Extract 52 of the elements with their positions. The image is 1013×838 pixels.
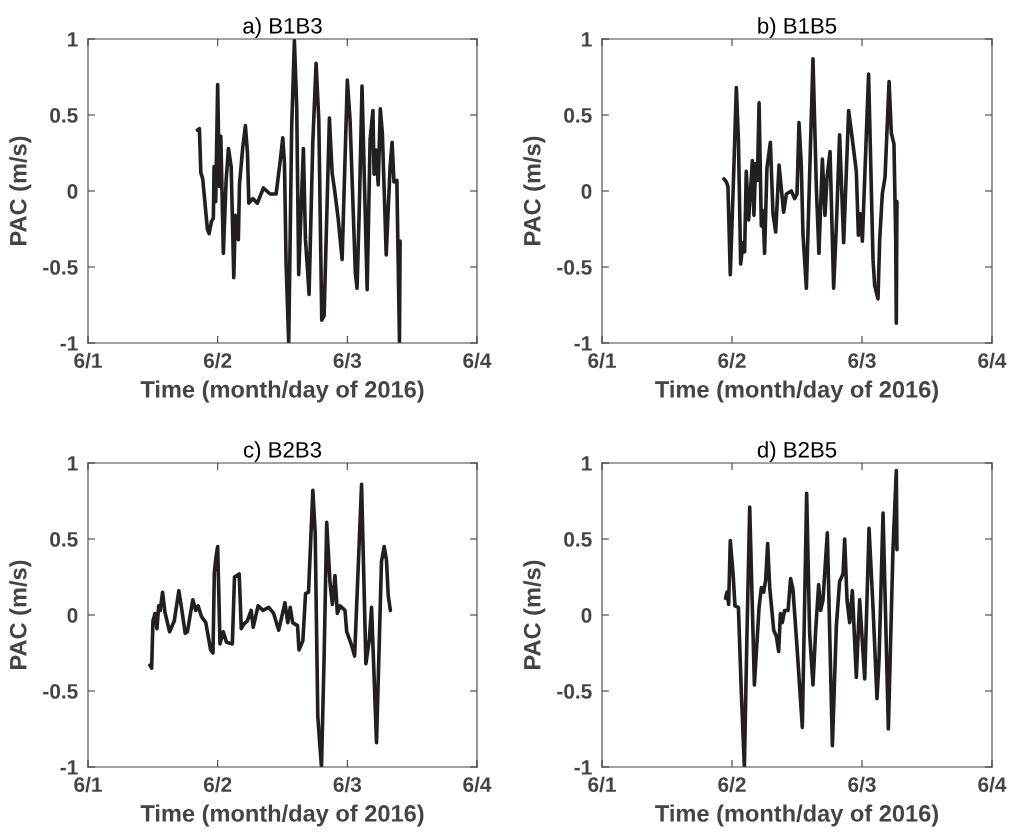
- x-axis-title: Time (month/day of 2016): [140, 380, 424, 403]
- y-tick-label: 0.5: [564, 108, 592, 123]
- y-tick-label: -0.5: [557, 260, 592, 275]
- line-series: [195, 39, 402, 343]
- x-tick-label: 6/4: [978, 352, 1007, 369]
- y-tick-label: -1: [60, 336, 78, 351]
- x-tick-label: 6/3: [333, 352, 362, 369]
- line-series: [723, 468, 899, 767]
- x-tick-label: 6/1: [588, 352, 616, 369]
- y-axis-title: PAC (m/s): [9, 136, 32, 245]
- x-axis-title: Time (month/day of 2016): [655, 804, 938, 827]
- y-tick-label: 0.5: [50, 532, 78, 547]
- line-series: [148, 482, 393, 767]
- x-tick-label: 6/4: [978, 776, 1007, 793]
- x-tick-label: 6/4: [463, 352, 492, 369]
- y-tick-label: 1: [68, 456, 78, 471]
- y-axis-title: PAC (m/s): [523, 560, 546, 669]
- y-tick-label: -1: [60, 760, 78, 775]
- y-tick-label: 1: [582, 32, 592, 47]
- y-axis-title: PAC (m/s): [523, 136, 546, 245]
- y-tick-label: 0.5: [50, 108, 78, 123]
- y-axis-title: PAC (m/s): [9, 560, 32, 669]
- x-tick-label: 6/2: [203, 352, 232, 369]
- y-tick-label: -0.5: [557, 684, 592, 699]
- x-tick-label: 6/3: [848, 776, 876, 793]
- chart-title: c) B2B3: [243, 441, 322, 463]
- y-tick-label: -0.5: [43, 684, 78, 699]
- x-axis-title: Time (month/day of 2016): [140, 804, 424, 827]
- chart-title: d) B2B5: [757, 441, 837, 463]
- y-tick-label: -0.5: [43, 260, 78, 275]
- chart-title: a) B1B3: [243, 17, 322, 39]
- y-tick-label: 0: [67, 184, 78, 199]
- y-tick-label: 1: [582, 456, 592, 471]
- chart-title: b) B1B5: [758, 17, 837, 39]
- x-tick-label: 6/4: [463, 776, 492, 793]
- x-tick-label: 6/1: [74, 352, 102, 369]
- x-tick-label: 6/2: [203, 776, 232, 793]
- x-tick-label: 6/1: [74, 776, 102, 793]
- y-tick-label: 1: [68, 32, 78, 47]
- x-tick-label: 6/1: [588, 776, 616, 793]
- y-tick-label: 0: [581, 184, 592, 199]
- x-axis-title: Time (month/day of 2016): [655, 380, 938, 403]
- y-tick-label: 0.5: [564, 532, 592, 547]
- y-tick-label: 0: [581, 608, 592, 623]
- x-tick-label: 6/2: [718, 776, 746, 793]
- y-tick-label: -1: [574, 760, 592, 775]
- y-tick-label: 0: [67, 608, 78, 623]
- x-tick-label: 6/2: [718, 352, 746, 369]
- x-tick-label: 6/3: [333, 776, 362, 793]
- y-tick-label: -1: [574, 336, 592, 351]
- line-series: [722, 56, 899, 326]
- x-tick-label: 6/3: [848, 352, 876, 369]
